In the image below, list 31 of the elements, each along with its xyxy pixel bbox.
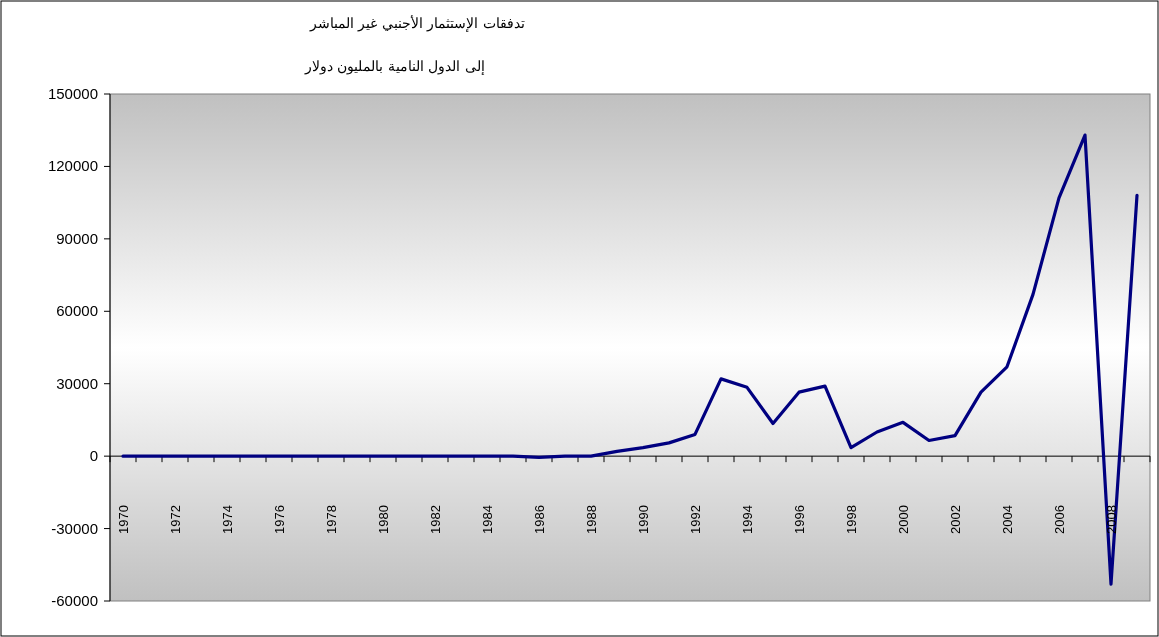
x-tick-label: 1988 (584, 505, 599, 535)
x-tick-label: 1982 (428, 505, 443, 535)
x-tick-label: 2008 (1104, 505, 1119, 535)
line-series (121, 133, 1139, 586)
x-tick-label: 1996 (792, 505, 807, 535)
x-tick-label: 1978 (324, 505, 339, 535)
y-tick-label: -60000 (51, 592, 98, 609)
x-tick-label: 2002 (948, 505, 963, 535)
y-tick-label: 90000 (56, 229, 98, 247)
x-tick-label: 1976 (272, 505, 287, 535)
chart-title: تدفقات الإستثمار الأجنبي غير المباشر (309, 14, 525, 32)
chart-subtitle: إلى الدول النامية بالمليون دولار (304, 58, 485, 75)
y-tick-label: -30000 (51, 519, 98, 537)
x-tick-label: 2004 (1000, 505, 1015, 535)
x-tick-label: 1984 (480, 505, 495, 535)
x-tick-label: 1972 (168, 505, 183, 535)
x-tick-label: 1998 (844, 505, 859, 535)
x-tick-label: 2006 (1052, 505, 1067, 535)
y-tick-label: 0 (89, 447, 98, 465)
x-tick-label: 1980 (376, 505, 391, 535)
y-tick-label: 120000 (47, 157, 98, 175)
x-tick-label: 2000 (896, 505, 911, 535)
y-tick-label: 30000 (56, 374, 98, 392)
x-tick-label: 1992 (688, 505, 703, 535)
x-tick-label: 1970 (116, 505, 131, 535)
x-tick-label: 1986 (532, 505, 547, 535)
x-tick-label: 1974 (220, 505, 235, 535)
y-tick-label: 60000 (56, 302, 98, 320)
y-tick-label: 150000 (47, 85, 98, 102)
x-tick-label: 1994 (740, 505, 755, 535)
x-tick-label: 1990 (636, 505, 651, 535)
